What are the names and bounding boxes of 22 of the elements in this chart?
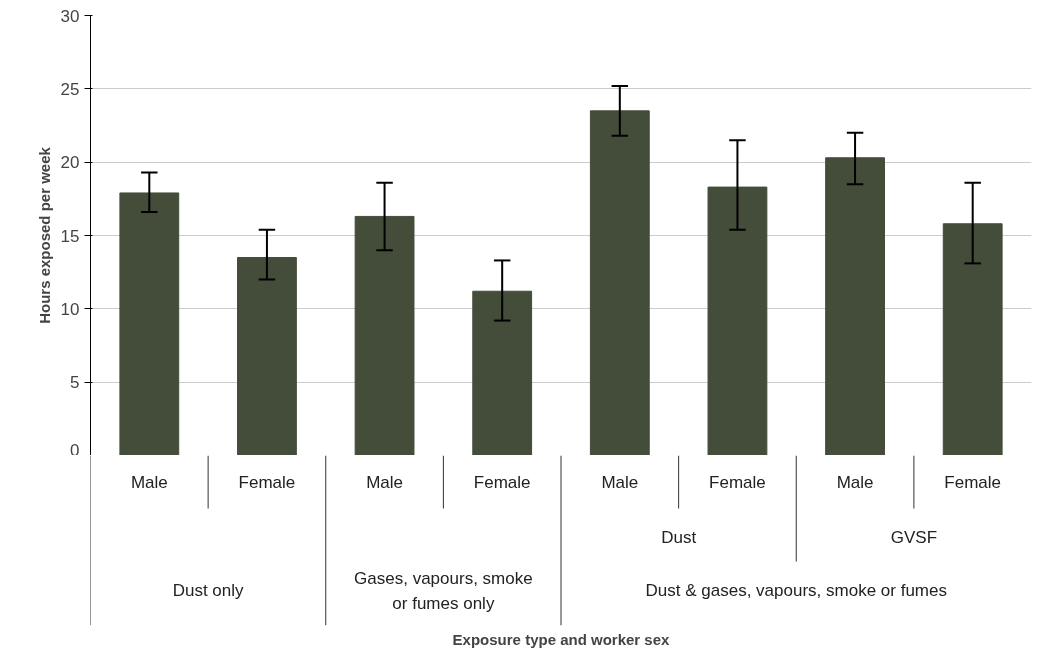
y-tick-label: 25 [60,79,80,99]
x-tick-label: Male [836,472,874,492]
y-tick-label: 15 [60,226,80,246]
y-tick-label: 30 [60,6,80,26]
text: Dust & gases, vapours, smoke or fumes [645,581,947,601]
x-tick-label: Female [944,472,1002,492]
y-tick-label: 20 [60,153,80,173]
x-tick-label: Female [473,472,531,492]
y-tick-label: 0 [70,440,80,460]
text: Dust only [172,581,245,601]
x-tick-label: Male [366,472,403,492]
x-tick-label: Male [601,472,639,492]
y-tick-label: 10 [60,299,80,319]
x-tick-label: Female [238,472,296,492]
y-tick-label: 5 [70,373,80,393]
text: GVSF [890,528,938,548]
y-axis-title: Hours exposed per week [35,146,53,324]
x-tick-label: Male [130,472,168,492]
text: Exposure type and worker sex [452,630,671,648]
text: Dust [661,528,697,548]
x-tick-label: Female [709,472,766,492]
text: Gases, vapours, smoke or fumes only [354,568,533,613]
